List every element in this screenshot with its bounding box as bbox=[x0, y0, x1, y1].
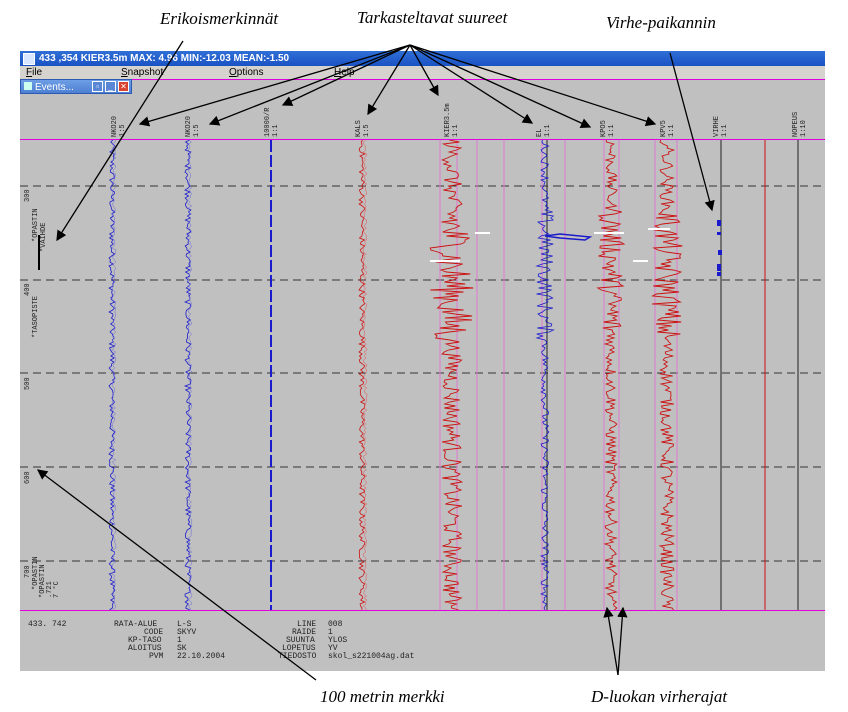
app-icon bbox=[23, 53, 35, 65]
events-icon bbox=[24, 82, 32, 90]
distance-marker-500: 500 bbox=[24, 377, 32, 390]
channel-scale-kals: 1:5 bbox=[363, 124, 371, 137]
channel-scale-virhe: 1:1 bbox=[721, 124, 729, 137]
window-titlebar: 433 ,354 KIER3.5m MAX: 4.96 MIN:-12.03 M… bbox=[20, 51, 825, 66]
virhe-marker-1 bbox=[717, 232, 721, 235]
channel-scale-nko20-a: 1:5 bbox=[119, 124, 127, 137]
info-pvm-label: PVM bbox=[149, 652, 164, 661]
trace-el-spike bbox=[544, 233, 593, 241]
info-tiedosto-label: TIEDOSTO bbox=[278, 652, 317, 661]
virhe-marker-0 bbox=[717, 220, 721, 226]
virhe-marker-3 bbox=[717, 264, 721, 271]
channel-label-nko20-a: NKO20 bbox=[111, 115, 119, 137]
channel-label-kpo5: KPO5 bbox=[600, 120, 608, 137]
events-window[interactable]: Events... ▫ _ ✕ bbox=[20, 79, 132, 94]
menu-file[interactable]: File bbox=[26, 67, 43, 78]
events-minimize-button[interactable]: _ bbox=[105, 81, 116, 92]
channel-label-10000r: 10000/R bbox=[264, 107, 272, 137]
channel-scale-nopeus: 1:10 bbox=[800, 120, 808, 137]
channel-scale-10000r: 1:1 bbox=[272, 124, 280, 137]
info-suunta: YLOS bbox=[328, 636, 348, 645]
channel-header-area bbox=[20, 79, 825, 140]
channel-label-kier: KIER3.5m bbox=[444, 103, 452, 137]
channel-scale-kier: 1:1 bbox=[452, 124, 460, 137]
run-info-panel: 433. 742 RATA-ALUE L-S CODE SKYV KP-TASO… bbox=[20, 610, 825, 671]
info-position: 433. 742 bbox=[28, 620, 67, 629]
channel-label-virhe: VIRHE bbox=[713, 115, 721, 137]
channel-scale-el: 1:1 bbox=[544, 124, 552, 137]
channel-label-kals: KALS bbox=[355, 120, 363, 137]
annotation-virhe-paikannin: Virhe-paikannin bbox=[606, 13, 716, 32]
events-close-button[interactable]: ✕ bbox=[118, 81, 129, 92]
info-lopetus: YV bbox=[328, 644, 338, 653]
distance-marker-600: 600 bbox=[24, 471, 32, 484]
virhe-marker-2 bbox=[718, 250, 722, 255]
event-opastin-1: *OPASTIN bbox=[32, 208, 40, 242]
distance-marker-400: 400 bbox=[24, 283, 32, 296]
menu-bar: File Snapshot Options Help bbox=[20, 66, 825, 79]
distance-marker-700: 700 bbox=[24, 565, 32, 578]
channel-label-nko20-b: NKO20 bbox=[185, 115, 193, 137]
window-title: 433 ,354 KIER3.5m MAX: 4.96 MIN:-12.03 M… bbox=[39, 53, 290, 64]
trace-chart-area[interactable]: 300 400 500 600 700 *OPASTIN *VAIHDE *TA… bbox=[20, 140, 825, 610]
channel-scale-nko20-b: 1:5 bbox=[193, 124, 201, 137]
trace-kpv5 bbox=[651, 140, 683, 610]
annotation-d-luokan-virherajat: D-luokan virherajat bbox=[591, 687, 728, 706]
trace-kals-2 bbox=[362, 140, 368, 610]
events-title: Events... bbox=[35, 82, 74, 93]
track-analysis-window: 433 ,354 KIER3.5m MAX: 4.96 MIN:-12.03 M… bbox=[20, 51, 825, 671]
info-pvm: 22.10.2004 bbox=[177, 652, 226, 661]
annotation-erikoismerkinnat: Erikoismerkinnät bbox=[160, 9, 279, 28]
annotation-100-metrin-merkki: 100 metrin merkki bbox=[320, 687, 445, 706]
channel-scale-kpo5: 1:1 bbox=[608, 124, 616, 137]
trace-kals bbox=[358, 140, 366, 610]
info-line: 008 bbox=[328, 620, 343, 629]
event-tasopiste: *TASOPISTE bbox=[32, 295, 40, 338]
menu-snapshot[interactable]: Snapshot bbox=[121, 67, 164, 78]
channel-label-nopeus: NOPEUS bbox=[792, 111, 800, 137]
trace-kier bbox=[429, 140, 474, 610]
virhe-marker-4 bbox=[717, 272, 721, 276]
event-temperature: 7 °C bbox=[53, 581, 61, 598]
events-restore-button[interactable]: ▫ bbox=[92, 81, 103, 92]
trace-el bbox=[535, 140, 555, 610]
channel-label-el: EL bbox=[536, 128, 544, 137]
trace-nko20-b bbox=[183, 140, 192, 610]
menu-help[interactable]: Help bbox=[334, 67, 355, 78]
event-vaihde: *VAIHDE bbox=[40, 222, 48, 252]
trace-kpo5 bbox=[596, 140, 626, 610]
menu-options[interactable]: Options bbox=[229, 67, 264, 78]
traces-svg bbox=[20, 140, 825, 610]
annotation-tarkasteltavat-suureet: Tarkasteltavat suureet bbox=[357, 8, 508, 27]
trace-nko20-a bbox=[108, 140, 116, 610]
info-raide: 1 bbox=[328, 628, 333, 637]
channel-label-kpv5: KPV5 bbox=[660, 120, 668, 137]
distance-marker-300: 300 bbox=[24, 189, 32, 202]
channel-scale-kpv5: 1:1 bbox=[668, 124, 676, 137]
info-tiedosto: skol_s221004ag.dat bbox=[328, 652, 415, 661]
